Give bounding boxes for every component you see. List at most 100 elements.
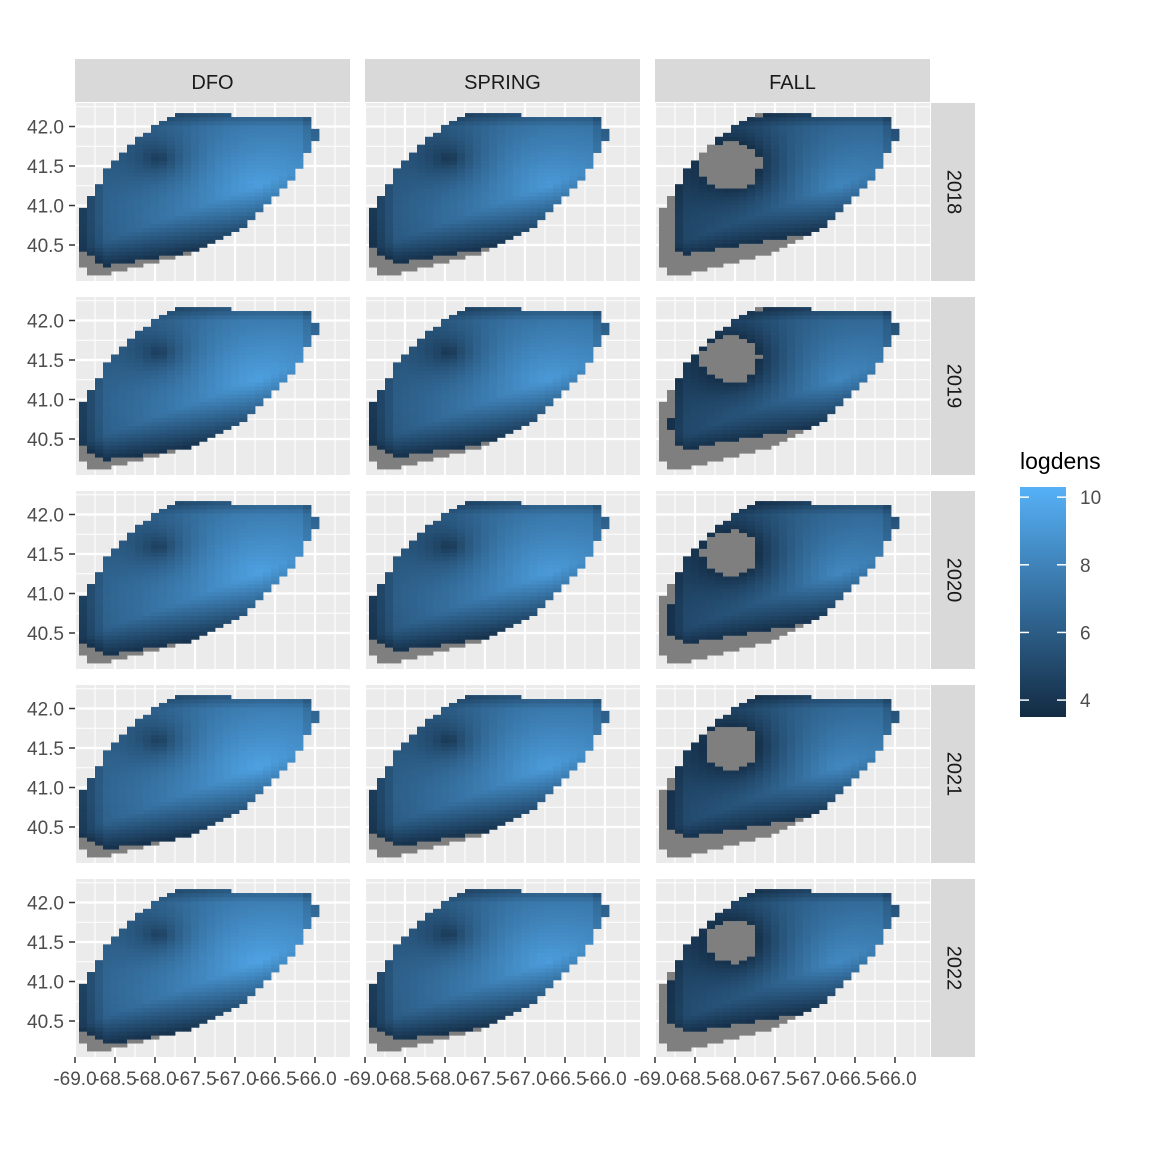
heatmap-tile <box>707 426 715 430</box>
heatmap-tile <box>803 406 811 410</box>
heatmap-tile <box>489 418 497 422</box>
heatmap-tile <box>167 208 175 212</box>
heatmap-tile <box>795 216 803 220</box>
heatmap-tile <box>747 327 755 331</box>
heatmap-tile <box>441 149 449 153</box>
heatmap-tile <box>215 343 223 347</box>
heatmap-tile <box>191 315 199 319</box>
heatmap-tile <box>441 358 449 362</box>
heatmap-tile <box>247 366 255 370</box>
heatmap-tile <box>537 319 545 323</box>
heatmap-tile <box>369 247 377 251</box>
heatmap-tile <box>529 354 537 358</box>
heatmap-tile <box>401 168 409 172</box>
heatmap-tile <box>425 390 433 394</box>
heatmap-tile <box>199 196 207 200</box>
heatmap-tile <box>175 343 183 347</box>
heatmap-tile <box>231 406 239 410</box>
heatmap-tile <box>683 410 691 414</box>
heatmap-tile <box>401 259 409 263</box>
heatmap-tile <box>119 184 127 188</box>
heatmap-tile <box>707 366 715 370</box>
heatmap-tile <box>723 339 731 343</box>
heatmap-tile <box>859 125 867 129</box>
heatmap-tile <box>377 437 385 441</box>
heatmap-tile <box>795 172 803 176</box>
heatmap-tile <box>723 259 731 263</box>
heatmap-tile <box>513 232 521 236</box>
heatmap-tile <box>851 125 859 129</box>
heatmap-tile <box>457 418 465 422</box>
heatmap-tile <box>811 172 819 176</box>
heatmap-tile <box>851 153 859 157</box>
heatmap-tile <box>755 366 763 370</box>
heatmap-tile <box>755 208 763 212</box>
heatmap-tile <box>529 188 537 192</box>
heatmap-tile <box>851 347 859 351</box>
heatmap-tile <box>747 216 755 220</box>
heatmap-tile <box>231 133 239 137</box>
heatmap-tile <box>385 216 393 220</box>
heatmap-tile <box>803 410 811 414</box>
heatmap-tile <box>369 255 377 259</box>
heatmap-tile <box>739 208 747 212</box>
heatmap-tile <box>795 339 803 343</box>
heatmap-tile <box>545 153 553 157</box>
heatmap-tile <box>223 414 231 418</box>
heatmap-tile <box>755 323 763 327</box>
heatmap-tile <box>747 200 755 204</box>
heatmap-tile <box>255 362 263 366</box>
heatmap-tile <box>127 216 135 220</box>
heatmap-tile <box>569 331 577 335</box>
heatmap-tile <box>473 374 481 378</box>
heatmap-tile <box>87 616 95 620</box>
heatmap-tile <box>417 259 425 263</box>
heatmap-tile <box>87 457 95 461</box>
heatmap-tile <box>851 366 859 370</box>
heatmap-tile <box>723 196 731 200</box>
heatmap-tile <box>223 157 231 161</box>
heatmap-tile <box>119 247 127 251</box>
heatmap-tile <box>393 220 401 224</box>
heatmap-tile <box>385 398 393 402</box>
heatmap-tile <box>175 335 183 339</box>
heatmap-tile <box>239 125 247 129</box>
heatmap-tile <box>191 153 199 157</box>
heatmap-tile <box>183 394 191 398</box>
heatmap-tile <box>489 319 497 323</box>
heatmap-tile <box>787 430 795 434</box>
heatmap-tile <box>401 192 409 196</box>
heatmap-tile <box>731 137 739 141</box>
heatmap-tile <box>103 362 111 366</box>
heatmap-tile <box>739 426 747 430</box>
heatmap-tile <box>223 208 231 212</box>
heatmap-tile <box>433 239 441 243</box>
heatmap-tile <box>521 188 529 192</box>
heatmap-tile <box>111 255 119 259</box>
heatmap-tile <box>449 121 457 125</box>
heatmap-tile <box>779 232 787 236</box>
heatmap-tile <box>239 374 247 378</box>
heatmap-tile <box>699 402 707 406</box>
heatmap-tile <box>303 149 311 153</box>
heatmap-tile <box>699 164 707 168</box>
heatmap-tile <box>103 243 111 247</box>
heatmap-tile <box>593 141 601 145</box>
heatmap-tile <box>111 239 119 243</box>
heatmap-tile <box>79 251 87 255</box>
heatmap-tile <box>505 117 513 121</box>
heatmap-tile <box>239 200 247 204</box>
heatmap-tile <box>465 204 473 208</box>
heatmap-tile <box>135 453 143 457</box>
heatmap-tile <box>465 236 473 240</box>
heatmap-tile <box>843 188 851 192</box>
heatmap-tile <box>95 624 103 628</box>
heatmap-tile <box>859 339 867 343</box>
heatmap-tile <box>675 378 683 382</box>
heatmap-tile <box>103 168 111 172</box>
heatmap-tile <box>715 453 723 457</box>
heatmap-tile <box>401 247 409 251</box>
heatmap-tile <box>537 370 545 374</box>
heatmap-tile <box>385 461 393 465</box>
heatmap-tile <box>393 176 401 180</box>
